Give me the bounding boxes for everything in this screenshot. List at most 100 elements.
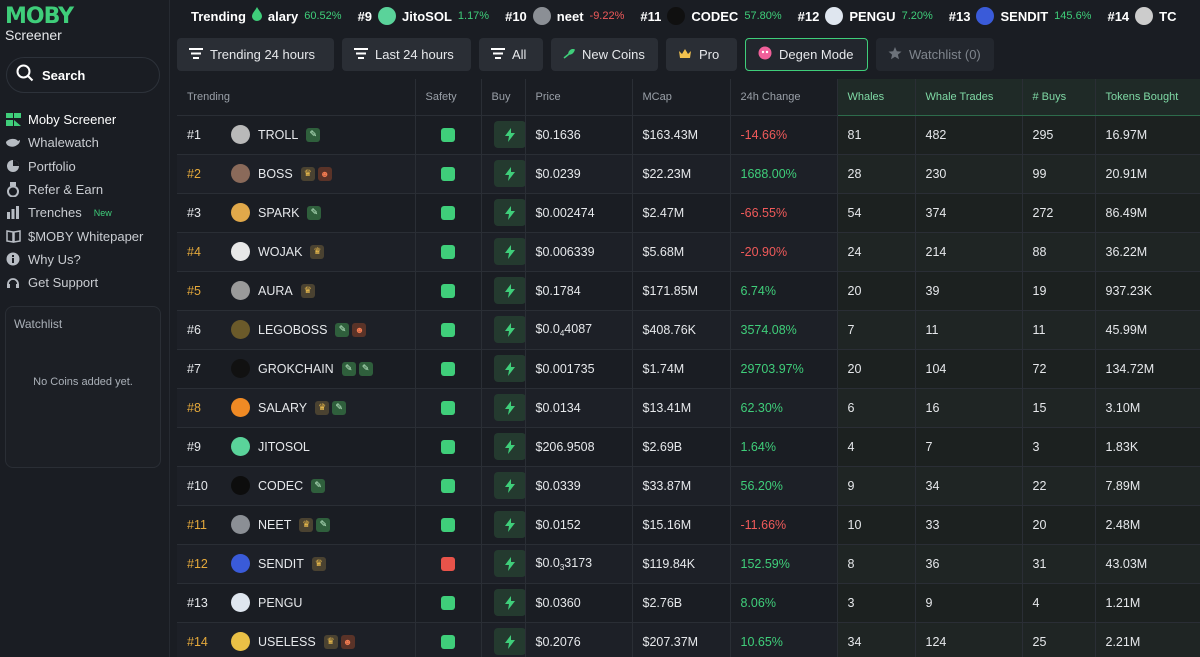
coin-name[interactable]: LEGOBOSS xyxy=(258,322,328,337)
coin-name[interactable]: BOSS xyxy=(258,166,293,181)
col-24h-change[interactable]: 24h Change xyxy=(730,79,838,115)
buy-button[interactable] xyxy=(493,394,526,421)
ticker-item[interactable]: #9 JitoSOL 1.17% xyxy=(357,7,489,25)
col-whale-trades[interactable]: Whale Trades xyxy=(915,79,1023,116)
sidebar-item-whalewatch[interactable]: Whalewatch xyxy=(5,131,165,154)
watchlist-filter-button[interactable]: Watchlist (0) xyxy=(876,38,994,71)
sidebar-item-trenches[interactable]: Trenches New xyxy=(5,201,165,224)
cell-tokens-bought: 7.89M xyxy=(1095,465,1200,505)
table-row[interactable]: #13 PENGU $0.0360 $2.76B 8.06% 3 9 4 1.21M xyxy=(177,582,1200,622)
cell-coin: #4 WOJAK ♛ xyxy=(177,231,416,271)
ticker-item[interactable]: alary 60.52% xyxy=(268,9,342,24)
table-row[interactable]: #14 USELESS ♛ ☻ $0.2076 $207.37M 10.65% 34 124 25… xyxy=(177,621,1200,657)
buy-button[interactable] xyxy=(493,121,526,148)
degen-mode-button[interactable]: Degen Mode xyxy=(745,38,868,71)
pro-filter-button[interactable]: Pro xyxy=(666,38,737,71)
buy-button[interactable] xyxy=(493,433,526,460)
buy-button[interactable] xyxy=(493,199,526,226)
safety-indicator[interactable] xyxy=(440,127,455,142)
col-buys[interactable]: # Buys xyxy=(1022,79,1096,116)
coin-name[interactable]: JITOSOL xyxy=(258,439,310,454)
buy-button[interactable] xyxy=(493,316,526,343)
all-filter-button[interactable]: All xyxy=(479,38,543,71)
table-row[interactable]: #12 SENDIT ♛ $0.033173 $119.84K 152.59% 8 36 31 4… xyxy=(177,543,1200,583)
buy-button[interactable] xyxy=(493,160,526,187)
ticker-change: 60.52% xyxy=(304,10,342,22)
coin-name[interactable]: WOJAK xyxy=(258,244,303,259)
coin-name[interactable]: CODEC xyxy=(258,478,304,493)
col-trending[interactable]: Trending xyxy=(177,79,416,115)
table-row[interactable]: #7 GROKCHAIN ✎ ✎ $0.001735 $1.74M 29703.97% 20 1… xyxy=(177,348,1200,388)
col-mcap[interactable]: MCap xyxy=(632,79,731,115)
safety-indicator[interactable] xyxy=(440,361,455,376)
coin-name[interactable]: TROLL xyxy=(258,127,299,142)
col-whales[interactable]: Whales xyxy=(837,79,916,116)
cell-whale-trades: 104 xyxy=(915,348,1023,388)
sidebar-item-moby-whitepaper[interactable]: $MOBY Whitepaper xyxy=(5,224,165,247)
safety-indicator[interactable] xyxy=(440,283,455,298)
buy-button[interactable] xyxy=(493,550,526,577)
safety-indicator[interactable] xyxy=(440,400,455,415)
coin-name[interactable]: USELESS xyxy=(258,634,316,649)
sidebar-item-why-us[interactable]: Why Us? xyxy=(5,248,165,271)
table-row[interactable]: #9 JITOSOL $206.9508 $2.69B 1.64% 4 7 3 1.83K xyxy=(177,426,1200,466)
search-button[interactable]: Search xyxy=(6,57,160,93)
cell-coin: #9 JITOSOL xyxy=(177,426,416,466)
safety-indicator[interactable] xyxy=(440,595,455,610)
buy-button[interactable] xyxy=(493,589,526,616)
sidebar-item-portfolio[interactable]: Portfolio xyxy=(5,155,165,178)
cell-price: $0.033173 xyxy=(525,543,633,583)
table-row[interactable]: #4 WOJAK ♛ $0.006339 $5.68M -20.90% 24 214 88 36.… xyxy=(177,231,1200,271)
coin-name[interactable]: PENGU xyxy=(258,595,303,610)
coin-name[interactable]: NEET xyxy=(258,517,292,532)
sidebar-item-moby-screener[interactable]: Moby Screener xyxy=(5,108,165,131)
table-row[interactable]: #5 AURA ♛ $0.1784 $171.85M 6.74% 20 39 19 937.23K xyxy=(177,270,1200,310)
coin-name[interactable]: GROKCHAIN xyxy=(258,361,334,376)
ticker-rank: #9 xyxy=(357,8,373,24)
sidebar-item-label: Why Us? xyxy=(28,251,81,267)
sidebar-item-get-support[interactable]: Get Support xyxy=(5,271,165,294)
col-price[interactable]: Price xyxy=(525,79,633,115)
safety-indicator[interactable] xyxy=(440,244,455,259)
ticker-item[interactable]: #14 TC xyxy=(1107,7,1177,25)
col-safety[interactable]: Safety xyxy=(415,79,482,115)
safety-indicator[interactable] xyxy=(440,517,455,532)
safety-indicator[interactable] xyxy=(440,439,455,454)
safety-indicator[interactable] xyxy=(440,205,455,220)
table-row[interactable]: #10 CODEC ✎ $0.0339 $33.87M 56.20% 9 34 22 7.89M xyxy=(177,465,1200,505)
table-row[interactable]: #6 LEGOBOSS ✎ ☻ $0.044087 $408.76K 3574.08% 7 11… xyxy=(177,309,1200,349)
buy-button[interactable] xyxy=(493,355,526,382)
ticker-item[interactable]: #12 PENGU 7.20% xyxy=(798,7,933,25)
moby-logo[interactable]: MOBY Screener xyxy=(5,6,74,43)
lightning-icon xyxy=(504,283,515,298)
safety-indicator[interactable] xyxy=(440,322,455,337)
table-row[interactable]: #3 SPARK ✎ $0.002474 $2.47M -66.55% 54 374 272 86… xyxy=(177,192,1200,232)
new-coins-button[interactable]: New Coins xyxy=(551,38,658,71)
cell-safety xyxy=(415,153,482,193)
safety-indicator[interactable] xyxy=(440,634,455,649)
coin-name[interactable]: SPARK xyxy=(258,205,300,220)
coin-name[interactable]: AURA xyxy=(258,283,293,298)
safety-indicator[interactable] xyxy=(440,556,455,571)
buy-button[interactable] xyxy=(493,472,526,499)
sidebar-item-refer-earn[interactable]: Refer & Earn xyxy=(5,178,165,201)
trending-timeframe-button[interactable]: Trending 24 hours xyxy=(177,38,334,71)
ticker-item[interactable]: #10 neet -9.22% xyxy=(505,7,624,25)
table-row[interactable]: #11 NEET ♛ ✎ $0.0152 $15.16M -11.66% 10 33 20 2.48… xyxy=(177,504,1200,544)
last-timeframe-button[interactable]: Last 24 hours xyxy=(342,38,471,71)
coin-name[interactable]: SALARY xyxy=(258,400,308,415)
ticker-item[interactable]: #11 CODEC 57.80% xyxy=(640,7,782,25)
table-row[interactable]: #2 BOSS ♛ ☻ $0.0239 $22.23M 1688.00% 28 230 99 20.… xyxy=(177,153,1200,193)
table-row[interactable]: #1 TROLL ✎ $0.1636 $163.43M -14.66% 81 482 295 16… xyxy=(177,114,1200,154)
table-row[interactable]: #8 SALARY ♛ ✎ $0.0134 $13.41M 62.30% 6 16 15 3.10M xyxy=(177,387,1200,427)
buy-button[interactable] xyxy=(493,628,526,656)
coin-name[interactable]: SENDIT xyxy=(258,556,304,571)
ticker-item[interactable]: #13 SENDIT 145.6% xyxy=(949,7,1091,25)
buy-button[interactable] xyxy=(493,277,526,304)
safety-indicator[interactable] xyxy=(440,478,455,493)
safety-indicator[interactable] xyxy=(440,166,455,181)
col-tokens-bought[interactable]: Tokens Bought xyxy=(1095,79,1200,116)
buy-button[interactable] xyxy=(493,511,526,538)
cell-price: $0.001735 xyxy=(525,348,633,388)
buy-button[interactable] xyxy=(493,238,526,265)
